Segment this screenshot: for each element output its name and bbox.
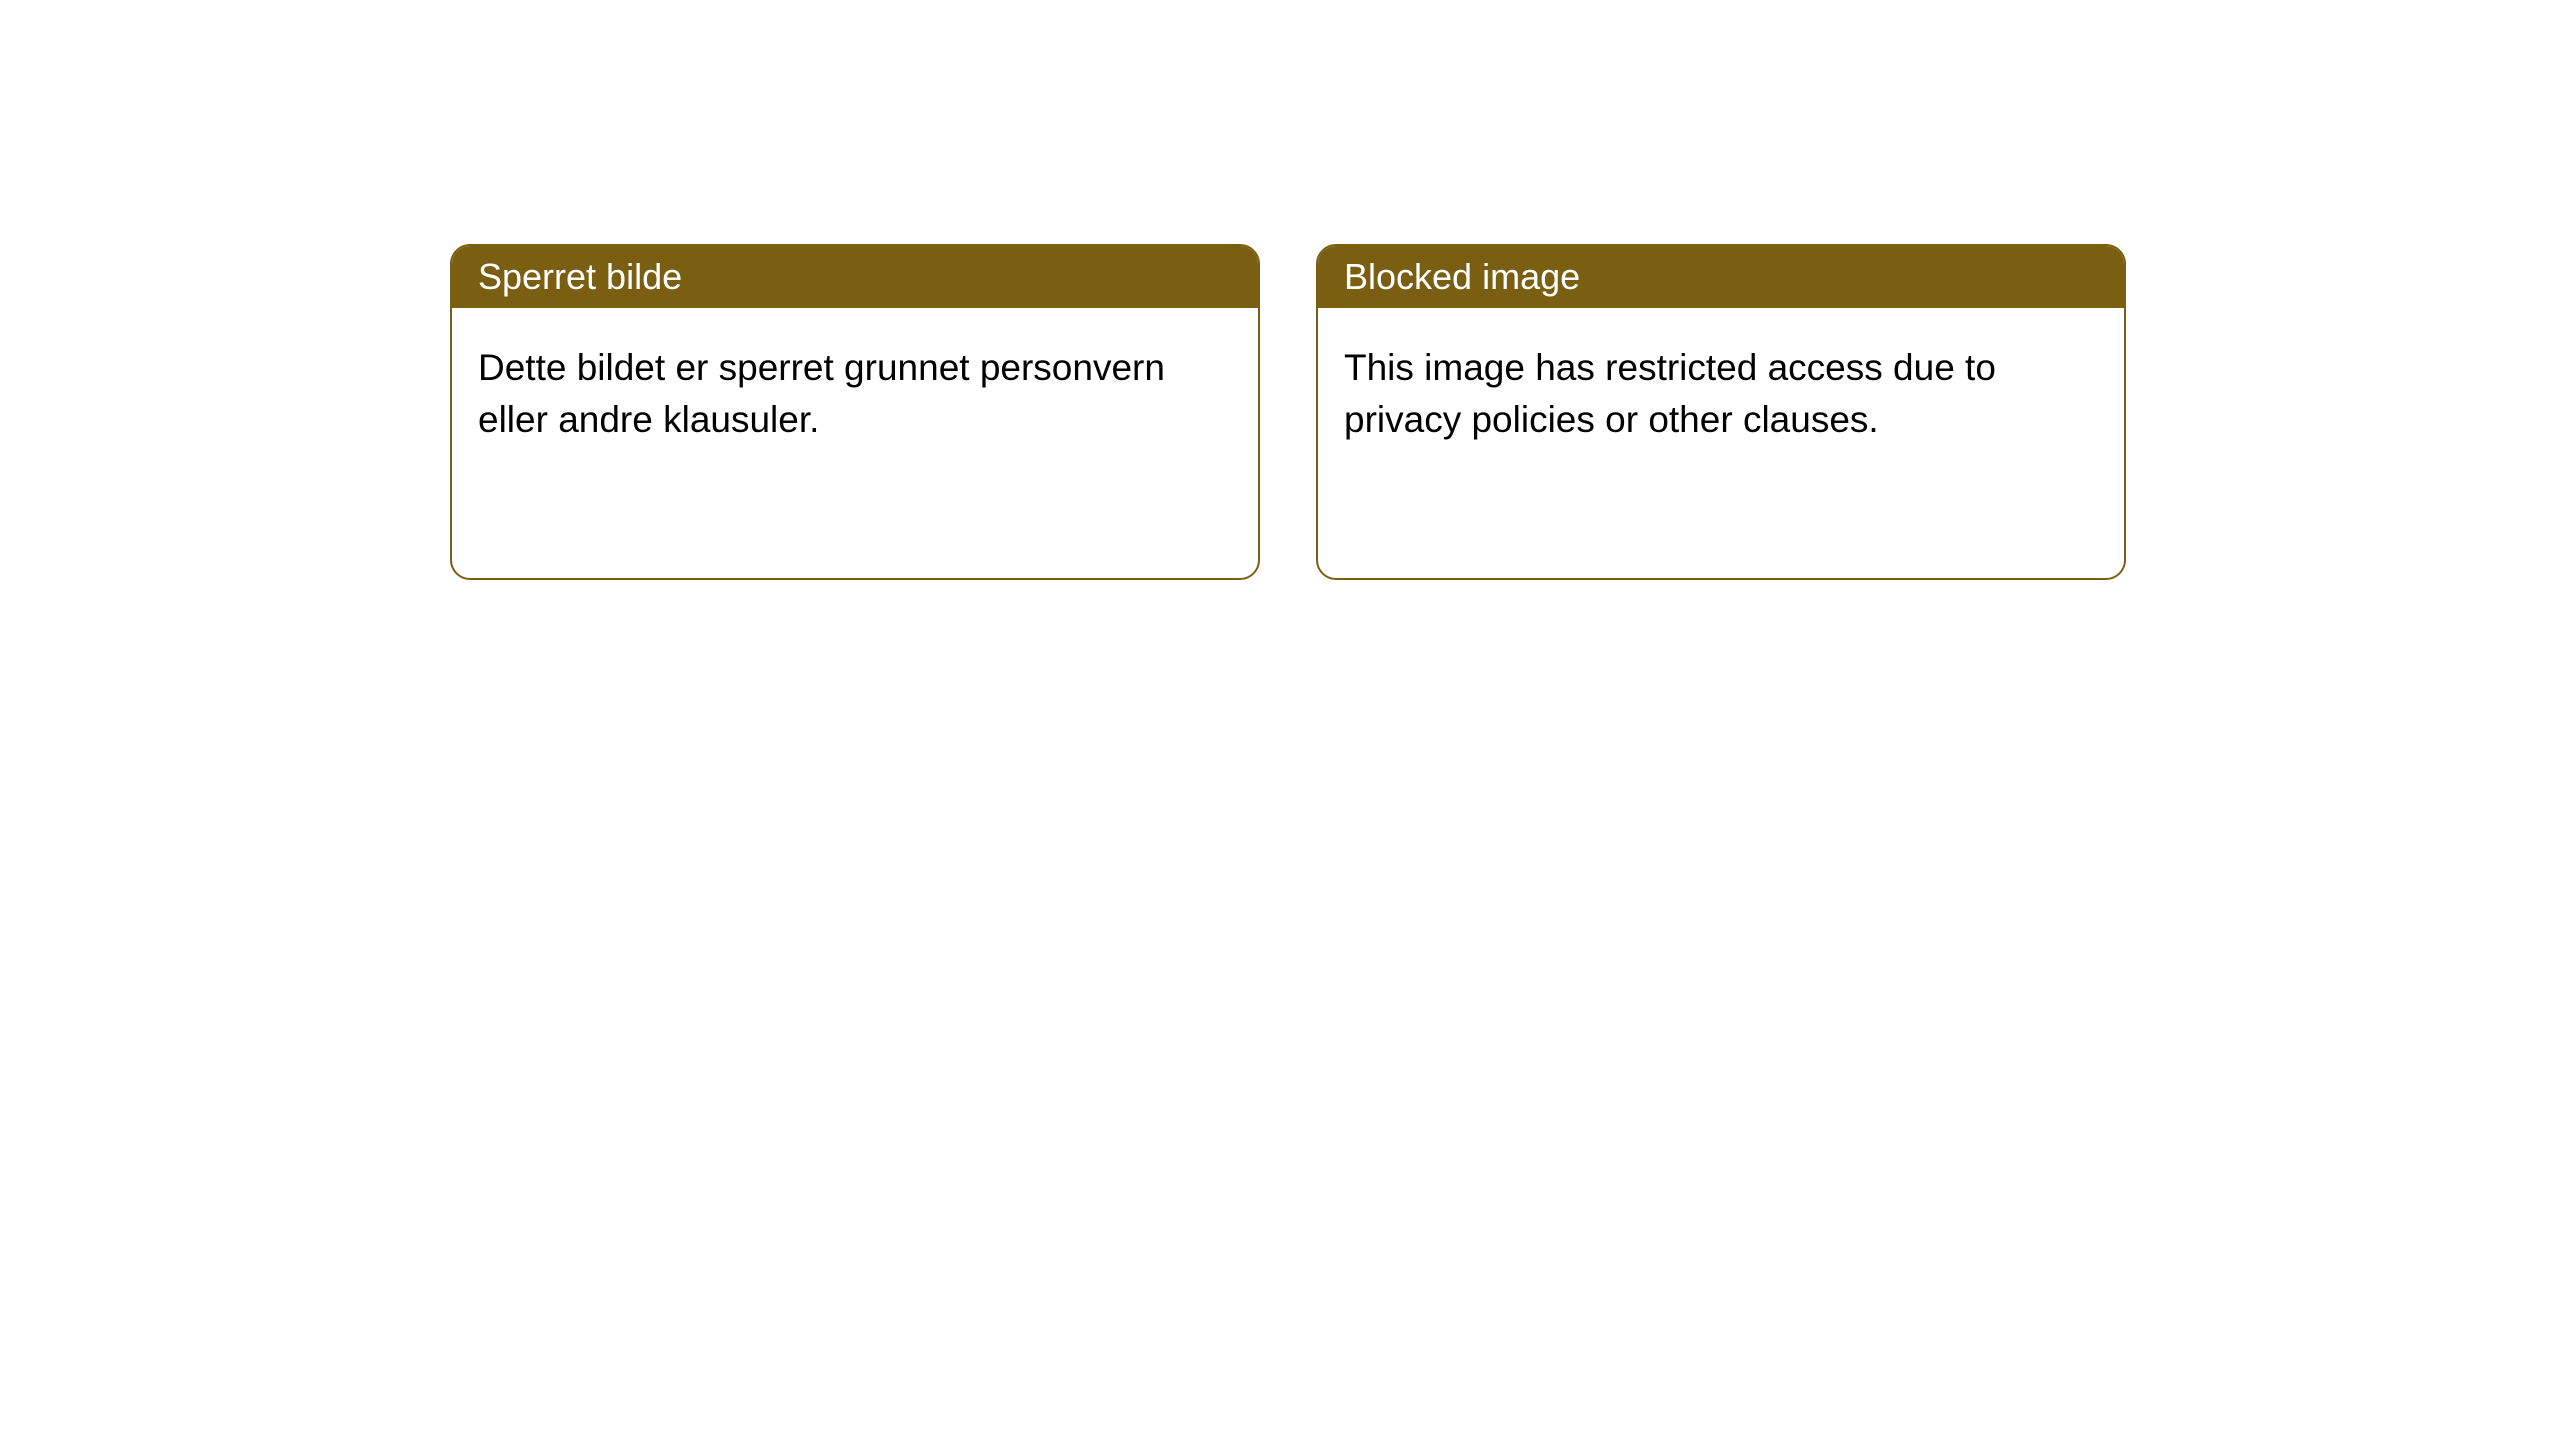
notice-title-english: Blocked image <box>1318 246 2124 308</box>
notice-body-norwegian: Dette bildet er sperret grunnet personve… <box>452 308 1258 480</box>
notice-box-norwegian: Sperret bilde Dette bildet er sperret gr… <box>450 244 1260 580</box>
notice-container: Sperret bilde Dette bildet er sperret gr… <box>0 0 2560 580</box>
notice-body-english: This image has restricted access due to … <box>1318 308 2124 480</box>
notice-box-english: Blocked image This image has restricted … <box>1316 244 2126 580</box>
notice-title-norwegian: Sperret bilde <box>452 246 1258 308</box>
